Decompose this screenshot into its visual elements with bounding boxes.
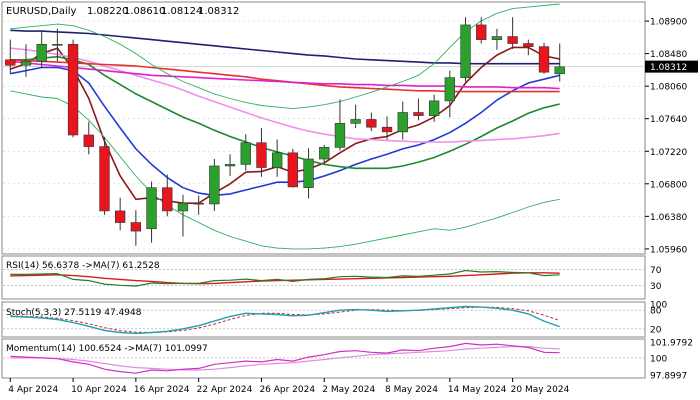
stoch-tick-label: 80 (650, 307, 662, 317)
date-tick-label: 10 Apr 2024 (71, 385, 127, 395)
rsi-label: RSI(14) 56.6378 ->MA(7) 61.2528 (6, 261, 160, 271)
bear-candle (99, 146, 110, 212)
bull-candle (146, 187, 157, 230)
bb_band-line (10, 90, 560, 250)
momentum-indicator: 101.9792 100 97.8997 (3, 338, 693, 381)
date-tick-label: 8 May 2024 (385, 385, 438, 395)
bull-candle (334, 123, 346, 148)
price-tick-label: 1.08900 (650, 18, 687, 28)
bull-candle (491, 36, 503, 40)
sma_pink-line (10, 47, 560, 143)
date-tick-label: 16 Apr 2024 (134, 385, 190, 395)
bear-candle (83, 134, 94, 147)
bear-candle (413, 112, 424, 116)
price-tick-label: 1.07640 (650, 115, 687, 125)
bear-candle (115, 210, 126, 223)
bear-candle (256, 142, 267, 168)
bull-candle (428, 100, 440, 116)
bear-candle (476, 24, 487, 40)
bull-candle (460, 24, 471, 78)
price-axis: 1.08900 1.08480 1.08060 1.07640 1.07220 1.068… (645, 18, 698, 255)
bear-candle (67, 43, 79, 136)
date-tick-label: 14 May 2024 (448, 385, 507, 395)
price-tick-label: 1.05960 (650, 245, 687, 255)
rsi-tick-label: 30 (650, 282, 662, 292)
main-panel-frame (1, 1, 646, 255)
momentum-line (10, 342, 560, 374)
bull-candle (224, 164, 236, 167)
momentum-ma-line (10, 346, 560, 371)
bear-candle (366, 119, 377, 128)
date-axis: 4 Apr 2024 10 Apr 2024 16 Apr 2024 22 Apr 2… (8, 378, 570, 395)
price-tick-label: 1.06800 (650, 180, 687, 190)
current-price-marker (645, 60, 698, 73)
bull-candle (240, 142, 251, 165)
stoch-tick-label: 100 (650, 301, 667, 311)
rsi-indicator: 70 30 (3, 266, 662, 292)
bull-candle (444, 77, 455, 102)
stoch-label: Stoch(5,3,3) 27.5119 47.4948 (6, 308, 142, 318)
bull-candle (52, 43, 63, 46)
bull-candle (554, 66, 565, 75)
symbol-title: EURUSD,Daily (6, 6, 77, 17)
bull-candle (177, 202, 189, 212)
date-tick-label: 22 Apr 2024 (197, 385, 253, 395)
bear-candle (523, 43, 534, 47)
stoch-main-line (10, 305, 560, 335)
bull-candle (209, 165, 220, 205)
stoch-signal-line (10, 306, 560, 334)
bull-candle (303, 158, 314, 188)
rsi-line (10, 269, 560, 287)
bear-candle (130, 222, 142, 232)
bear-candle (162, 187, 173, 212)
momentum-label: Momentum(14) 100.6524 ->MA(7) 101.0997 (6, 344, 208, 354)
date-tick-label: 26 Apr 2024 (259, 385, 315, 395)
stoch-tick-label: 20 (650, 325, 662, 335)
bull-candle (350, 119, 361, 124)
rsi-panel-frame (1, 255, 646, 300)
rsi-tick-label: 70 (650, 266, 662, 276)
bull-candle (319, 147, 330, 160)
bull-candle (397, 112, 408, 133)
candlestick-series (5, 17, 565, 246)
price-tick-label: 1.08060 (650, 83, 687, 93)
sma_magenta-line (10, 60, 560, 90)
ohlc-close: 1.08312 (198, 6, 239, 17)
momentum-tick-label: 100 (650, 354, 667, 364)
bull-candle (20, 61, 32, 66)
momentum-tick-label: 101.9792 (650, 338, 693, 348)
bear-candle (193, 202, 204, 205)
sma_green-line (10, 55, 560, 170)
bull-candle (271, 152, 283, 168)
ohlc-low: 1.08124 (161, 6, 202, 17)
bear-candle (5, 59, 16, 66)
date-tick-label: 20 May 2024 (511, 385, 570, 395)
momentum-panel-frame (1, 338, 646, 379)
bear-candle (507, 36, 518, 44)
price-tick-label: 1.07220 (650, 148, 687, 158)
momentum-tick-label: 97.8997 (650, 371, 687, 381)
date-tick-label: 2 May 2024 (322, 385, 375, 395)
ohlc-high: 1.08610 (124, 6, 165, 17)
price-tick-label: 1.06380 (650, 213, 687, 223)
ema_blue-line (10, 66, 560, 197)
bull-candle (36, 43, 47, 62)
bear-candle (381, 126, 393, 133)
ohlc-open: 1.08220 (87, 6, 128, 17)
date-tick-label: 4 Apr 2024 (8, 385, 58, 395)
price-tick-label: 1.08480 (650, 50, 687, 60)
bear-candle (287, 152, 299, 188)
current-price-label: 1.08312 (650, 63, 687, 73)
bear-candle (538, 46, 550, 73)
